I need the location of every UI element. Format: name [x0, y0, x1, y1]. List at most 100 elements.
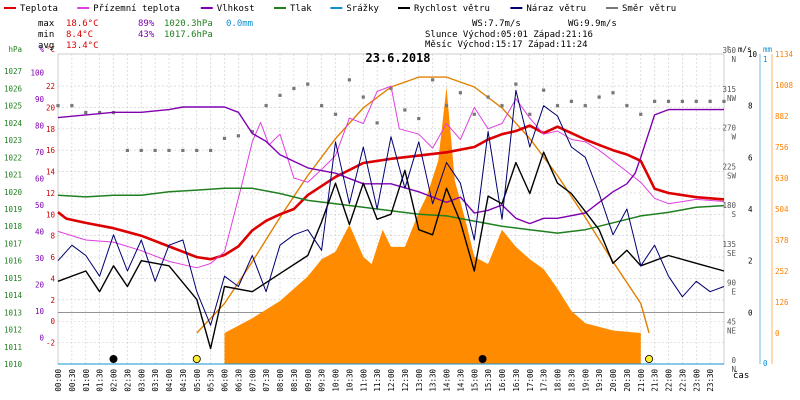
x-tick-label-32: 16:00 [498, 369, 507, 392]
x-tick-label-6: 03:00 [137, 369, 146, 392]
axis-degrees-tick-3: 135 [722, 240, 736, 249]
stats-max-press: 1020.3hPa [164, 19, 213, 29]
x-tick-label-29: 14:30 [456, 369, 465, 392]
series-solar-area [224, 87, 641, 364]
stats-avg-label: avg [38, 41, 54, 51]
x-tick-label-0: 00:00 [54, 369, 63, 392]
wind-direction-point-20 [333, 112, 338, 116]
wind-direction-point-15 [264, 104, 268, 108]
wind-direction-point-26 [417, 116, 421, 121]
axis-celsius-tick-2: 2 [50, 296, 55, 305]
stats-max-label: max [38, 19, 55, 29]
wind-direction-point-7 [153, 148, 157, 153]
wind-direction-point-19 [320, 104, 324, 108]
legend: Teplota Přízemní teplota Vlhkost Tlak Srážky… [4, 4, 676, 14]
axis-degrees-tick-4: 180 [722, 201, 736, 210]
stats-min-label: min [38, 30, 54, 40]
x-tick-label-22: 11:00 [359, 369, 368, 392]
x-tick-label-26: 13:00 [415, 369, 424, 392]
axis-hpa-tick-2: 1012 [4, 326, 22, 335]
chart-title: 23.6.2018 [365, 51, 430, 65]
x-tick-label-35: 17:30 [540, 369, 549, 392]
x-tick-label-14: 07:00 [248, 369, 257, 392]
x-tick-label-8: 04:00 [165, 369, 174, 392]
x-tick-label-30: 15:00 [470, 369, 479, 392]
x-tick-label-16: 08:00 [276, 369, 285, 392]
axis-wm2-tick-5: 630 [775, 174, 789, 183]
x-tick-label-41: 20:30 [623, 369, 632, 392]
wind-direction-point-41 [625, 104, 629, 108]
x-tick-label-2: 01:00 [82, 369, 91, 392]
axis-compass-1: NE [727, 326, 737, 335]
axis-percent-tick-4: 40 [35, 228, 45, 237]
x-tick-label-45: 22:30 [678, 369, 687, 392]
legend-label-1: Přízemní teplota [93, 4, 180, 14]
x-tick-label-12: 06:00 [221, 369, 230, 392]
stats-min-press: 1017.6hPa [164, 30, 213, 40]
solar-radiation-layer [196, 76, 650, 364]
wind-direction-point-8 [167, 148, 171, 153]
x-tick-label-5: 02:30 [123, 369, 132, 392]
wind-direction-point-45 [680, 99, 684, 103]
wind-direction-point-13 [236, 134, 240, 138]
axis-compass-5: SW [727, 171, 737, 180]
axis-compass-4: S [731, 210, 736, 219]
axis-degrees-tick-5: 225 [722, 162, 736, 171]
x-tick-label-46: 23:00 [692, 369, 701, 392]
axis-celsius-tick-5: 8 [50, 232, 55, 241]
x-tick-label-3: 01:30 [96, 369, 105, 392]
x-tick-label-23: 11:30 [373, 369, 382, 392]
axis-degrees-tick-6: 270 [722, 124, 736, 133]
x-tick-label-36: 18:00 [554, 369, 563, 392]
x-tick-label-7: 03:30 [151, 369, 160, 392]
wind-direction-point-3 [98, 110, 102, 115]
axis-degrees-tick-8: 360 [722, 46, 736, 55]
series-line-6 [57, 89, 725, 326]
x-tick-label-9: 04:30 [179, 369, 188, 392]
stats-max-temp: 18.6°C [66, 19, 99, 29]
x-tick-label-40: 20:00 [609, 369, 618, 392]
wind-direction-point-27 [431, 78, 435, 82]
wind-direction-point-11 [209, 148, 213, 153]
axis-percent-tick-6: 60 [35, 175, 45, 184]
x-tick-label-25: 12:30 [401, 369, 410, 392]
wind-direction-point-34 [528, 112, 532, 116]
wind-direction-point-10 [195, 148, 199, 153]
axis-unit-degrees: ° [726, 45, 731, 54]
axis-ms-tick-4: 8 [748, 102, 753, 111]
axis-hpa-tick-14: 1024 [4, 119, 23, 128]
sun-marker-3 [645, 354, 654, 363]
wind-direction-point-1 [70, 104, 74, 108]
wind-direction-point-5 [125, 148, 129, 153]
axis-celsius-tick-9: 16 [46, 146, 56, 155]
axis-percent-tick-0: 0 [39, 334, 44, 343]
axis-celsius-tick-12: 22 [46, 82, 55, 91]
axis-hpa-tick-11: 1021 [4, 171, 22, 180]
axis-wm2-tick-9: 1134 [775, 50, 794, 59]
axis-mm-tick-1: 1 [763, 55, 768, 64]
x-tick-label-33: 16:30 [512, 369, 521, 392]
axis-wm2-tick-4: 504 [775, 205, 789, 214]
wind-direction-point-37 [569, 99, 573, 103]
stats-min-temp: 8.4°C [66, 30, 93, 40]
legend-label-6: Náraz větru [526, 4, 586, 14]
axis-compass-2: E [731, 288, 736, 297]
wind-direction-point-48 [722, 99, 726, 103]
axis-hpa-tick-4: 1014 [4, 291, 23, 300]
legend-label-2: Vlhkost [217, 4, 255, 14]
series-line-5 [57, 151, 725, 350]
stats-max-precip: 0.0mm [226, 19, 253, 29]
x-tick-label-17: 08:30 [290, 369, 299, 392]
x-tick-label-13: 06:30 [234, 369, 243, 392]
x-tick-label-42: 21:00 [637, 369, 646, 392]
axis-compass-6: W [731, 133, 736, 142]
axis-celsius-tick-10: 18 [46, 125, 56, 134]
wind-direction-point-14 [250, 129, 254, 134]
wind-direction-point-16 [278, 93, 282, 97]
axis-unit-ms: m/s [738, 45, 752, 54]
axis-degrees-tick-1: 45 [727, 317, 736, 326]
x-tick-label-21: 10:30 [345, 369, 354, 392]
wind-direction-point-33 [514, 82, 518, 86]
axis-compass-0: N [731, 365, 736, 374]
axis-hpa-tick-0: 1010 [4, 360, 23, 369]
